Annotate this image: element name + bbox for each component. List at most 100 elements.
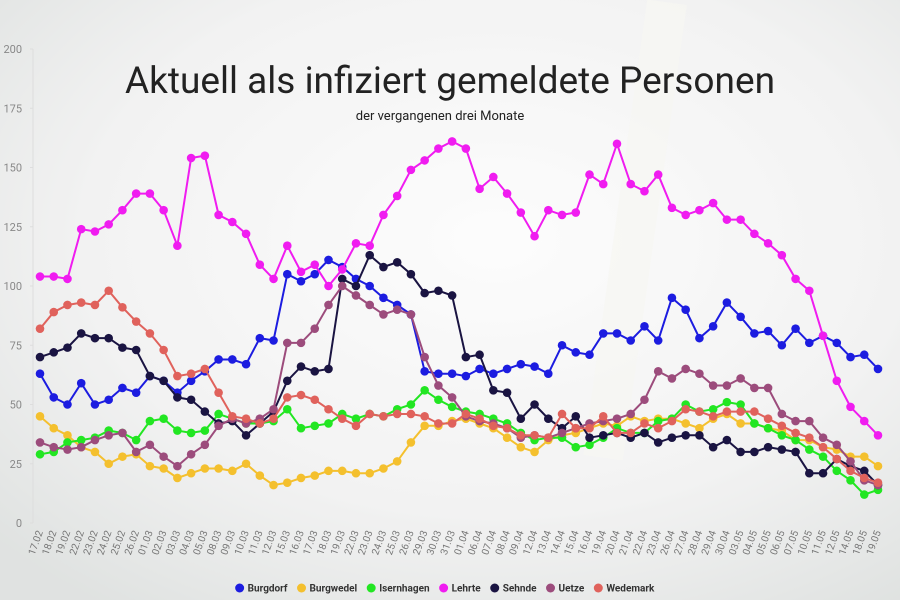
- data-point: [186, 428, 196, 438]
- data-point: [859, 490, 869, 499]
- data-point: [777, 250, 787, 260]
- plot-area: 025507510012515017520017.0218.0219.0222.…: [3, 43, 883, 557]
- data-point: [681, 305, 690, 315]
- data-point: [186, 153, 196, 163]
- data-point: [818, 452, 828, 461]
- data-point: [612, 428, 622, 438]
- data-point: [310, 367, 320, 376]
- data-point: [131, 189, 141, 198]
- data-point: [228, 412, 237, 421]
- data-point: [543, 205, 553, 215]
- data-point: [489, 421, 498, 431]
- data-point: [76, 442, 86, 452]
- data-point: [63, 431, 72, 440]
- data-point: [282, 478, 292, 488]
- data-point: [447, 402, 457, 412]
- data-point: [255, 419, 265, 428]
- y-tick-label: 100: [3, 280, 22, 293]
- data-point: [118, 452, 127, 461]
- data-point: [49, 307, 59, 317]
- data-point: [571, 423, 581, 433]
- legend-swatch: [297, 583, 307, 593]
- data-point: [255, 471, 265, 480]
- data-point: [612, 139, 622, 149]
- data-point: [763, 423, 773, 433]
- data-point: [173, 393, 182, 402]
- data-point: [805, 286, 814, 296]
- data-point: [763, 239, 773, 248]
- data-point: [708, 381, 718, 390]
- data-point: [324, 364, 333, 374]
- data-point: [296, 267, 306, 277]
- data-point: [337, 414, 347, 424]
- data-point: [640, 186, 649, 196]
- data-point: [145, 329, 155, 338]
- data-point: [681, 419, 690, 428]
- data-point: [63, 343, 72, 352]
- data-point: [255, 333, 265, 343]
- legend-item: Lehrte: [439, 583, 481, 595]
- data-point: [131, 345, 141, 355]
- data-point: [296, 362, 306, 371]
- legend-swatch: [366, 583, 376, 593]
- data-point: [159, 345, 168, 355]
- data-point: [392, 409, 402, 419]
- data-point: [846, 402, 855, 412]
- data-point: [626, 428, 636, 438]
- data-point: [131, 435, 141, 445]
- data-point: [805, 445, 814, 454]
- data-point: [475, 364, 484, 374]
- data-point: [282, 338, 292, 348]
- data-point: [392, 191, 402, 201]
- data-point: [324, 466, 333, 476]
- data-point: [228, 217, 237, 227]
- legend-item: Burgwedel: [297, 583, 358, 595]
- data-point: [420, 288, 429, 298]
- data-point: [612, 414, 622, 424]
- data-point: [255, 260, 265, 269]
- data-point: [653, 416, 663, 426]
- data-point: [241, 459, 251, 469]
- data-point: [63, 274, 72, 284]
- data-point: [420, 156, 429, 165]
- legend-label: Wedemark: [606, 584, 655, 595]
- data-point: [846, 457, 855, 466]
- data-point: [859, 452, 869, 461]
- data-point: [447, 393, 457, 402]
- data-point: [502, 364, 512, 374]
- data-point: [434, 395, 443, 405]
- data-point: [791, 428, 800, 438]
- data-point: [200, 364, 210, 374]
- data-point: [695, 333, 704, 343]
- data-point: [626, 179, 636, 189]
- data-point: [873, 461, 883, 471]
- data-point: [653, 336, 663, 345]
- data-point: [118, 343, 127, 352]
- data-point: [214, 210, 223, 220]
- data-point: [406, 409, 416, 419]
- legend-swatch: [593, 583, 603, 593]
- chart-title: Aktuell als infiziert gemeldete Personen: [125, 60, 775, 103]
- data-point: [585, 440, 594, 450]
- data-point: [282, 393, 292, 402]
- legend-label: Sehnde: [503, 584, 537, 595]
- data-point: [365, 409, 375, 419]
- data-point: [598, 329, 608, 338]
- data-point: [241, 431, 251, 440]
- data-point: [489, 172, 498, 182]
- data-point: [846, 466, 855, 476]
- data-point: [681, 364, 690, 374]
- data-point: [846, 352, 855, 362]
- data-point: [543, 369, 553, 378]
- data-point: [145, 371, 155, 381]
- data-point: [750, 329, 759, 338]
- data-point: [186, 468, 196, 478]
- data-point: [736, 447, 745, 457]
- data-point: [434, 419, 443, 428]
- data-point: [571, 208, 581, 217]
- data-point: [530, 362, 539, 371]
- data-point: [310, 269, 320, 279]
- data-point: [310, 421, 320, 431]
- data-point: [626, 409, 636, 419]
